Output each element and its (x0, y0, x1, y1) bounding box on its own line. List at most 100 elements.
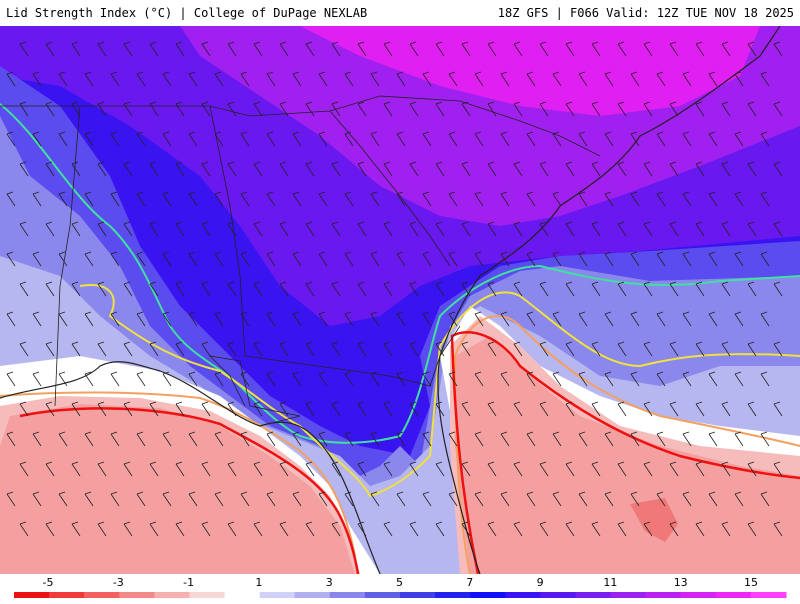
wind-barb (279, 221, 289, 237)
wind-barb (32, 431, 42, 447)
wind-barb (214, 491, 224, 507)
wind-barb (58, 251, 68, 267)
lid-strength-map[interactable] (0, 25, 800, 575)
state-boundary-carolina (329, 110, 451, 267)
wind-barb (773, 41, 783, 57)
wind-barb (383, 521, 393, 537)
colorbar-tick-label: 9 (537, 576, 544, 589)
wind-barb (695, 161, 705, 177)
wind-barb (162, 491, 172, 507)
wind-barb (539, 221, 549, 237)
wind-barb (6, 191, 16, 207)
wind-barb (643, 161, 653, 177)
wind-barb (240, 71, 250, 87)
wind-barb (422, 191, 432, 207)
atlantic-red-field (455, 336, 800, 574)
wind-barb (136, 131, 146, 147)
wind-barb (305, 281, 315, 297)
wind-barb (474, 371, 484, 387)
wind-barb (721, 281, 731, 297)
wind-barb (539, 161, 549, 177)
wind-barb (175, 461, 185, 477)
wind-barb (396, 191, 406, 207)
wind-barb (461, 401, 471, 417)
wind-barb (383, 161, 393, 177)
wind-barb (461, 41, 471, 57)
wind-barb (201, 401, 211, 417)
wind-barb (188, 131, 198, 147)
wind-barb (110, 191, 120, 207)
wind-barb (45, 221, 55, 237)
wind-barb (552, 491, 562, 507)
wind-barb (305, 461, 315, 477)
wind-barb (721, 401, 731, 417)
wind-barb (19, 401, 29, 417)
wind-barb (552, 191, 562, 207)
wind-barb (630, 131, 640, 147)
wind-barb (630, 71, 640, 87)
wind-barb (279, 281, 289, 297)
wind-barb (32, 491, 42, 507)
wind-barb (370, 251, 380, 267)
wind-barb (344, 311, 354, 327)
wind-barb (175, 341, 185, 357)
wind-barb (656, 311, 666, 327)
wind-barb (773, 161, 783, 177)
wind-barb (539, 521, 549, 537)
wind-barb (487, 221, 497, 237)
colorbar-segment (680, 592, 717, 598)
wind-barb (227, 401, 237, 417)
wind-barb (747, 521, 757, 537)
wind-barb (734, 131, 744, 147)
wind-barb (747, 341, 757, 357)
wind-barb (97, 341, 107, 357)
wind-barb (396, 371, 406, 387)
wind-barb (149, 221, 159, 237)
wind-barb (188, 431, 198, 447)
wind-barb (175, 281, 185, 297)
wind-barb (318, 251, 328, 267)
wind-barb (721, 341, 731, 357)
wind-barb (45, 281, 55, 297)
wind-barb (292, 191, 302, 207)
wind-barb (448, 371, 458, 387)
wind-barb (240, 191, 250, 207)
wind-barb (461, 221, 471, 237)
wind-barb (175, 161, 185, 177)
wind-barb (110, 311, 120, 327)
wind-barb (162, 191, 172, 207)
wind-barb (227, 521, 237, 537)
wind-barb (123, 341, 133, 357)
wind-barb (370, 311, 380, 327)
wind-barb (188, 251, 198, 267)
wind-barb (45, 41, 55, 57)
wind-barb (409, 461, 419, 477)
wind-barb (422, 311, 432, 327)
wind-barb (84, 491, 94, 507)
wind-barb (630, 491, 640, 507)
wind-barb (643, 101, 653, 117)
wind-barb (357, 521, 367, 537)
wind-barb (565, 41, 575, 57)
wind-barb (474, 191, 484, 207)
wind-barb (591, 41, 601, 57)
wind-barb (500, 371, 510, 387)
wind-barb (617, 521, 627, 537)
wind-barb (149, 401, 159, 417)
wind-barb (71, 221, 81, 237)
wind-barb (552, 131, 562, 147)
wind-barb (591, 461, 601, 477)
wind-barb (422, 71, 432, 87)
header-bar: Lid Strength Index (°C) | College of DuP… (0, 0, 800, 26)
wind-barb (422, 431, 432, 447)
wind-barb (526, 191, 536, 207)
wind-barb (591, 521, 601, 537)
wind-barb (344, 191, 354, 207)
wind-barb (123, 221, 133, 237)
wind-barb (617, 341, 627, 357)
wind-barb (266, 491, 276, 507)
wind-barb (747, 101, 757, 117)
wind-barb (318, 131, 328, 147)
wind-barb (682, 71, 692, 87)
colorbar-tick-label: -5 (43, 576, 54, 589)
